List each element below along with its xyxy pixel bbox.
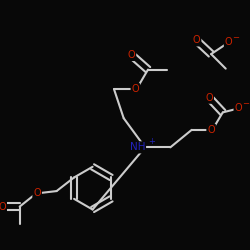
- Text: O: O: [132, 84, 139, 94]
- Text: −: −: [242, 99, 249, 108]
- Text: O: O: [0, 202, 6, 211]
- Text: NH: NH: [130, 142, 145, 152]
- Text: +: +: [148, 137, 155, 146]
- Text: O: O: [128, 50, 135, 60]
- Text: O: O: [206, 93, 213, 103]
- Text: −: −: [232, 33, 239, 42]
- Text: O: O: [234, 104, 242, 114]
- Text: O: O: [193, 36, 200, 46]
- Text: O: O: [225, 38, 232, 48]
- Text: O: O: [33, 188, 41, 198]
- Text: O: O: [207, 125, 215, 135]
